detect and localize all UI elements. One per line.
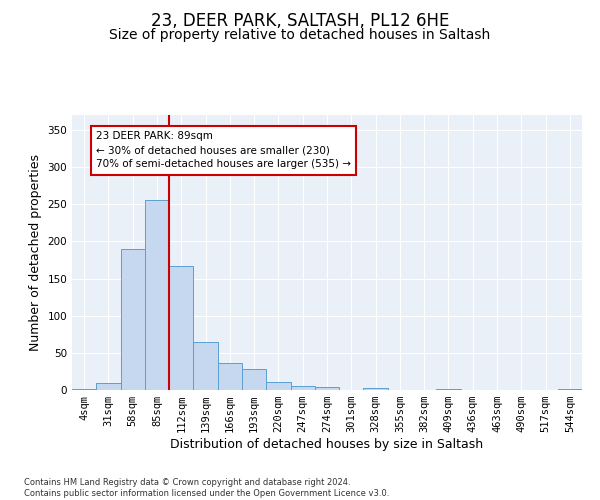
Bar [218,362,242,390]
Y-axis label: Number of detached properties: Number of detached properties [29,154,42,351]
Bar [242,369,266,390]
Bar [315,387,339,390]
Bar [72,388,96,390]
Bar [145,200,169,390]
Text: Contains HM Land Registry data © Crown copyright and database right 2024.
Contai: Contains HM Land Registry data © Crown c… [24,478,389,498]
X-axis label: Distribution of detached houses by size in Saltash: Distribution of detached houses by size … [170,438,484,451]
Bar [169,266,193,390]
Text: 23 DEER PARK: 89sqm
← 30% of detached houses are smaller (230)
70% of semi-detac: 23 DEER PARK: 89sqm ← 30% of detached ho… [96,132,351,170]
Bar [121,249,145,390]
Text: 23, DEER PARK, SALTASH, PL12 6HE: 23, DEER PARK, SALTASH, PL12 6HE [151,12,449,30]
Bar [96,382,121,390]
Bar [193,342,218,390]
Bar [266,382,290,390]
Bar [364,388,388,390]
Text: Size of property relative to detached houses in Saltash: Size of property relative to detached ho… [109,28,491,42]
Bar [290,386,315,390]
